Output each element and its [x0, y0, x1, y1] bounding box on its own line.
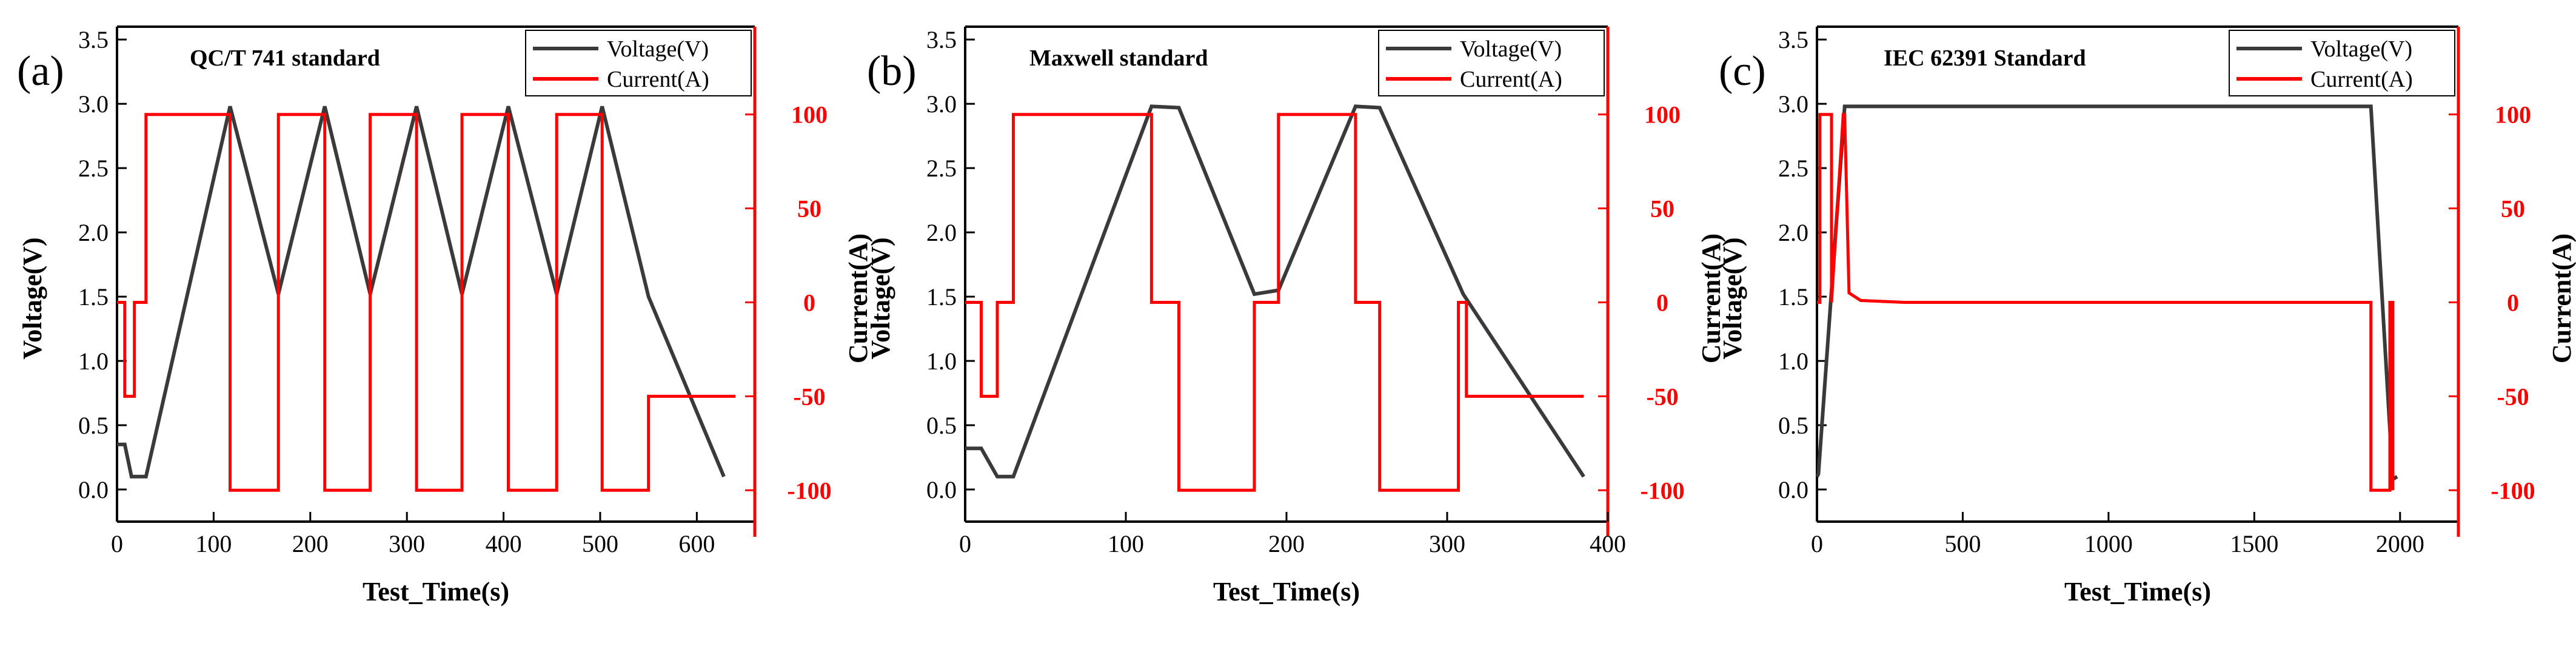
y-right-tick-label: 0 [1656, 289, 1668, 316]
y-right-tick-label: 50 [1650, 195, 1674, 223]
y-left-axis-title: Voltage(V) [1718, 237, 1747, 359]
chart-panel-1: 0 100 200 300 400 500 6000.00.51.01.52.02.53.0… [17, 25, 873, 607]
chart-panel-2: 0 100 200 300 400 0.0 0.5 1.0 1.5 2.0 2.5 3.0 3.5 -10… [866, 25, 1726, 607]
x-tick-label: 200 [292, 530, 329, 557]
y-left-tick-label: 3.5 [926, 26, 957, 53]
y-left-axis-title: Voltage(V) [18, 237, 47, 359]
y-right-tick-label: 100 [2495, 101, 2531, 129]
legend-box [1378, 30, 1605, 96]
legend: Voltage(V) Current(A) [2229, 30, 2455, 96]
legend-box [525, 30, 752, 96]
y-right-tick-label: -100 [1640, 477, 1684, 504]
legend-label: Current(A) [2310, 67, 2413, 92]
y-right-tick-label: -100 [2491, 477, 2535, 504]
x-tick-label: 1000 [2084, 530, 2133, 557]
legend: Voltage(V) Current(A) [525, 30, 752, 96]
y-left-tick-label: 3.0 [78, 90, 109, 118]
y-left-tick-label: 2.5 [1778, 155, 1808, 182]
y-right-tick-label: 100 [1644, 101, 1681, 129]
y-right-tick-label: -50 [1646, 383, 1678, 410]
y-left-tick-label: 3.5 [1778, 26, 1808, 53]
y-right-axis-title: Current(A) [843, 234, 873, 363]
x-tick-label: 0 [111, 530, 123, 557]
y-left-tick-label: 2.5 [926, 155, 957, 182]
y-left-tick-label: 1.0 [926, 348, 957, 375]
x-tick-label: 300 [1429, 530, 1465, 557]
voltage-series-line [965, 104, 1585, 479]
chart-title: QC/T 741 standard [190, 45, 380, 71]
x-tick-label: 500 [582, 530, 618, 557]
y-right-tick-label: -100 [787, 477, 831, 504]
panel-label: (a) [17, 48, 64, 95]
legend-label: Voltage(V) [607, 36, 709, 62]
y-right-axis-title: Current(A) [2547, 234, 2576, 363]
x-axis-title: Test_Time(s) [1213, 577, 1360, 607]
x-tick-label: 500 [1944, 530, 1981, 557]
x-tick-label: 0 [959, 530, 971, 557]
current-series-line [1817, 113, 2395, 492]
y-right-tick-label: 100 [791, 101, 828, 129]
legend-label: Voltage(V) [2310, 36, 2412, 62]
legend: Voltage(V) Current(A) [1378, 30, 1605, 96]
panel-label: (b) [867, 48, 917, 95]
x-tick-label: 300 [389, 530, 425, 557]
y-right-tick-label: 0 [2507, 289, 2519, 316]
y-left-tick-label: 2.0 [1778, 219, 1808, 246]
x-tick-label: 200 [1268, 530, 1305, 557]
x-axis-title: Test_Time(s) [363, 577, 509, 607]
y-left-tick-label: 1.5 [926, 283, 957, 311]
legend-label: Voltage(V) [1460, 36, 1562, 62]
y-left-tick-label: 1.0 [1778, 348, 1808, 375]
y-left-tick-label: 1.5 [78, 283, 109, 311]
x-axis-title: Test_Time(s) [2064, 577, 2211, 607]
y-left-tick-label: 0.5 [1778, 412, 1808, 439]
y-right-axis-title: Current(A) [1696, 234, 1726, 363]
y-left-tick-label: 1.5 [1778, 283, 1808, 311]
x-tick-label: 1500 [2230, 530, 2278, 557]
y-right-tick-label: 50 [2501, 195, 2525, 223]
voltage-series-line [1815, 104, 2398, 483]
x-tick-label: 100 [195, 530, 232, 557]
current-series-line [117, 113, 736, 492]
y-left-tick-label: 3.0 [926, 90, 957, 118]
legend-box [2229, 30, 2455, 96]
y-left-tick-label: 0.0 [78, 476, 109, 503]
x-tick-label: 100 [1108, 530, 1144, 557]
x-tick-label: 0 [1811, 530, 1823, 557]
x-tick-label: 2000 [2376, 530, 2424, 557]
y-left-tick-label: 1.0 [78, 348, 109, 375]
y-left-tick-label: 0.0 [926, 476, 957, 503]
x-tick-label: 600 [678, 530, 715, 557]
panel-label: (c) [1719, 48, 1766, 95]
y-left-tick-label: 0.5 [78, 412, 109, 439]
y-right-tick-label: -50 [793, 383, 825, 410]
voltage-series-line [117, 106, 726, 479]
chart-title: IEC 62391 Standard [1884, 45, 2086, 71]
y-left-tick-label: 0.0 [1778, 476, 1808, 503]
y-right-tick-label: 0 [803, 289, 815, 316]
x-tick-label: 400 [486, 530, 522, 557]
y-right-tick-label: -50 [2497, 383, 2529, 410]
y-left-tick-label: 3.0 [1778, 90, 1808, 118]
y-left-tick-label: 2.5 [78, 155, 109, 182]
legend-label: Current(A) [1460, 67, 1562, 92]
x-tick-label: 400 [1590, 530, 1626, 557]
chart-title: Maxwell standard [1029, 45, 1208, 71]
legend-label: Current(A) [607, 67, 709, 92]
y-left-tick-label: 0.5 [926, 412, 957, 439]
current-series-line [965, 113, 1584, 492]
y-right-tick-label: 50 [797, 195, 821, 223]
y-left-axis-title: Voltage(V) [866, 237, 895, 359]
y-left-tick-label: 3.5 [78, 26, 109, 53]
y-left-tick-label: 2.0 [926, 219, 957, 246]
chart-panel-3: 0 500 1000 1500 20000.00.51.01.52.02.53.03.5… [1718, 25, 2576, 607]
y-left-tick-label: 2.0 [78, 219, 109, 246]
